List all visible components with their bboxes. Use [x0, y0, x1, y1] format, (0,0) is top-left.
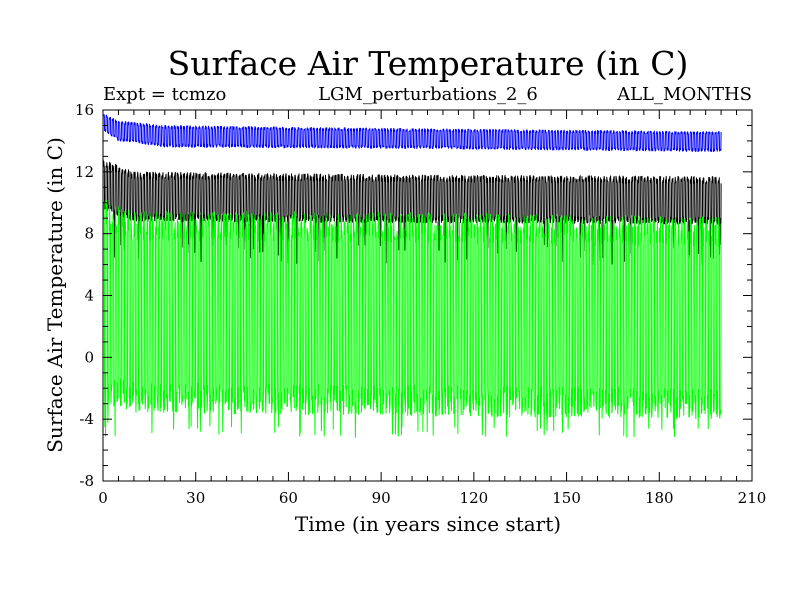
x-tick-label: 180: [645, 489, 674, 507]
y-tick-label: 8: [84, 225, 94, 243]
x-tick-label: 90: [372, 489, 391, 507]
y-tick-label: -4: [79, 410, 94, 428]
x-tick-label: 150: [552, 489, 581, 507]
y-tick-labels: -8 -4 0 4 8 12 16: [75, 101, 94, 490]
y-axis-label: Surface Air Temperature (in C): [43, 137, 67, 453]
series-line-black-series: [102, 159, 722, 265]
y-tick-label: 0: [84, 348, 94, 366]
axis-ticks: [102, 109, 753, 482]
series-line-blue-series: [102, 114, 722, 153]
x-tick-label: 210: [738, 489, 767, 507]
y-tick-label: 4: [84, 287, 94, 305]
x-tick-label: 60: [279, 489, 298, 507]
y-tick-label: -8: [79, 472, 94, 490]
x-tick-label: 0: [98, 489, 108, 507]
y-tick-label: 16: [75, 101, 94, 119]
x-tick-label: 120: [460, 489, 489, 507]
x-tick-label: 30: [186, 489, 205, 507]
series-line-green-series: [102, 199, 722, 438]
plot-series: [102, 114, 722, 438]
subtitle-months: ALL_MONTHS: [616, 84, 752, 105]
chart-title: Surface Air Temperature (in C): [168, 44, 689, 83]
subtitle-experiment: LGM_perturbations_2_6: [318, 84, 538, 105]
x-tick-labels: 0 30 60 90 120 150 180 210: [98, 489, 766, 507]
subtitle-expt: Expt = tcmzo: [103, 84, 226, 105]
y-tick-label: 12: [75, 163, 94, 181]
x-axis-label: Time (in years since start): [295, 512, 561, 536]
